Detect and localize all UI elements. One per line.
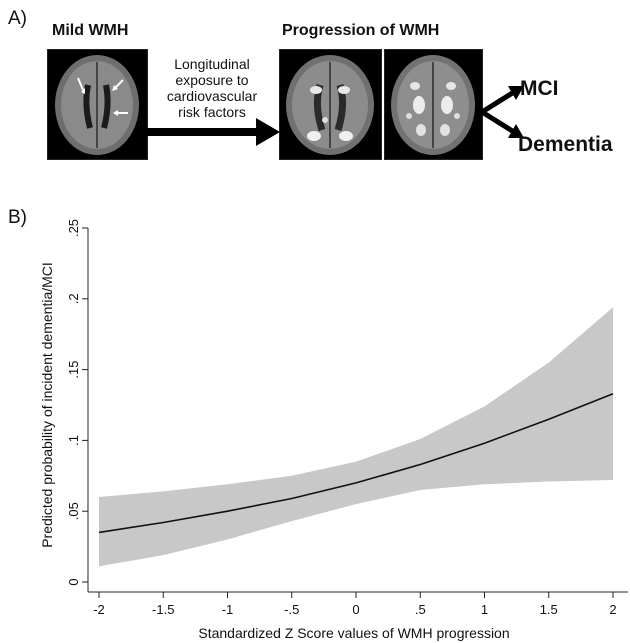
- outcome-mci: MCI: [520, 77, 559, 100]
- x-tick-label: .5: [415, 602, 426, 617]
- arrow-text-line: Longitudinal: [174, 56, 250, 72]
- y-tick-label: .05: [66, 502, 81, 520]
- outcome-arrows-icon: [480, 86, 524, 138]
- x-tick-label: -1.5: [152, 602, 174, 617]
- y-tick-label: .1: [66, 435, 81, 446]
- panel-a-label: A): [8, 8, 27, 29]
- mild-wmh-brain-icon: [55, 55, 139, 155]
- y-tick-label: .25: [66, 219, 81, 237]
- arrow-text-line: cardiovascular: [166, 88, 258, 104]
- panel-b-label: B): [8, 207, 27, 228]
- x-tick-label: 1: [481, 602, 488, 617]
- y-tick-label: 0: [66, 578, 81, 585]
- x-tick-label: 0: [352, 602, 359, 617]
- x-tick-label: 1.5: [540, 602, 558, 617]
- x-tick-label: -1: [222, 602, 234, 617]
- progression-brain-image-2: [384, 49, 483, 160]
- x-tick-label: -2: [93, 602, 105, 617]
- brain-progression-icon: [286, 55, 374, 155]
- mild-wmh-title: Mild WMH: [52, 22, 129, 39]
- y-tick-label: .2: [66, 293, 81, 304]
- arrow-text-line: exposure to: [175, 72, 249, 88]
- outcome-dementia: Dementia: [518, 133, 613, 156]
- arrow-text: Longitudinal exposure to cardiovascular …: [148, 56, 276, 120]
- x-tick-label: -.5: [284, 602, 299, 617]
- brain-progression-icon: [391, 55, 475, 155]
- prediction-line: [98, 392, 614, 534]
- progression-arrow-icon: [146, 118, 280, 146]
- progression-wmh-title: Progression of WMH: [282, 22, 440, 39]
- progression-brain-image-1: [279, 49, 382, 160]
- arrow-text-line: risk factors: [178, 104, 246, 120]
- mild-wmh-brain-image: [47, 49, 148, 160]
- confidence-band: [99, 307, 613, 567]
- x-axis-title: Standardized Z Score values of WMH progr…: [198, 625, 509, 641]
- y-axis-title: Predicted probability of incident dement…: [39, 262, 55, 548]
- x-tick-label: 2: [609, 602, 616, 617]
- y-tick-label: .15: [66, 361, 81, 379]
